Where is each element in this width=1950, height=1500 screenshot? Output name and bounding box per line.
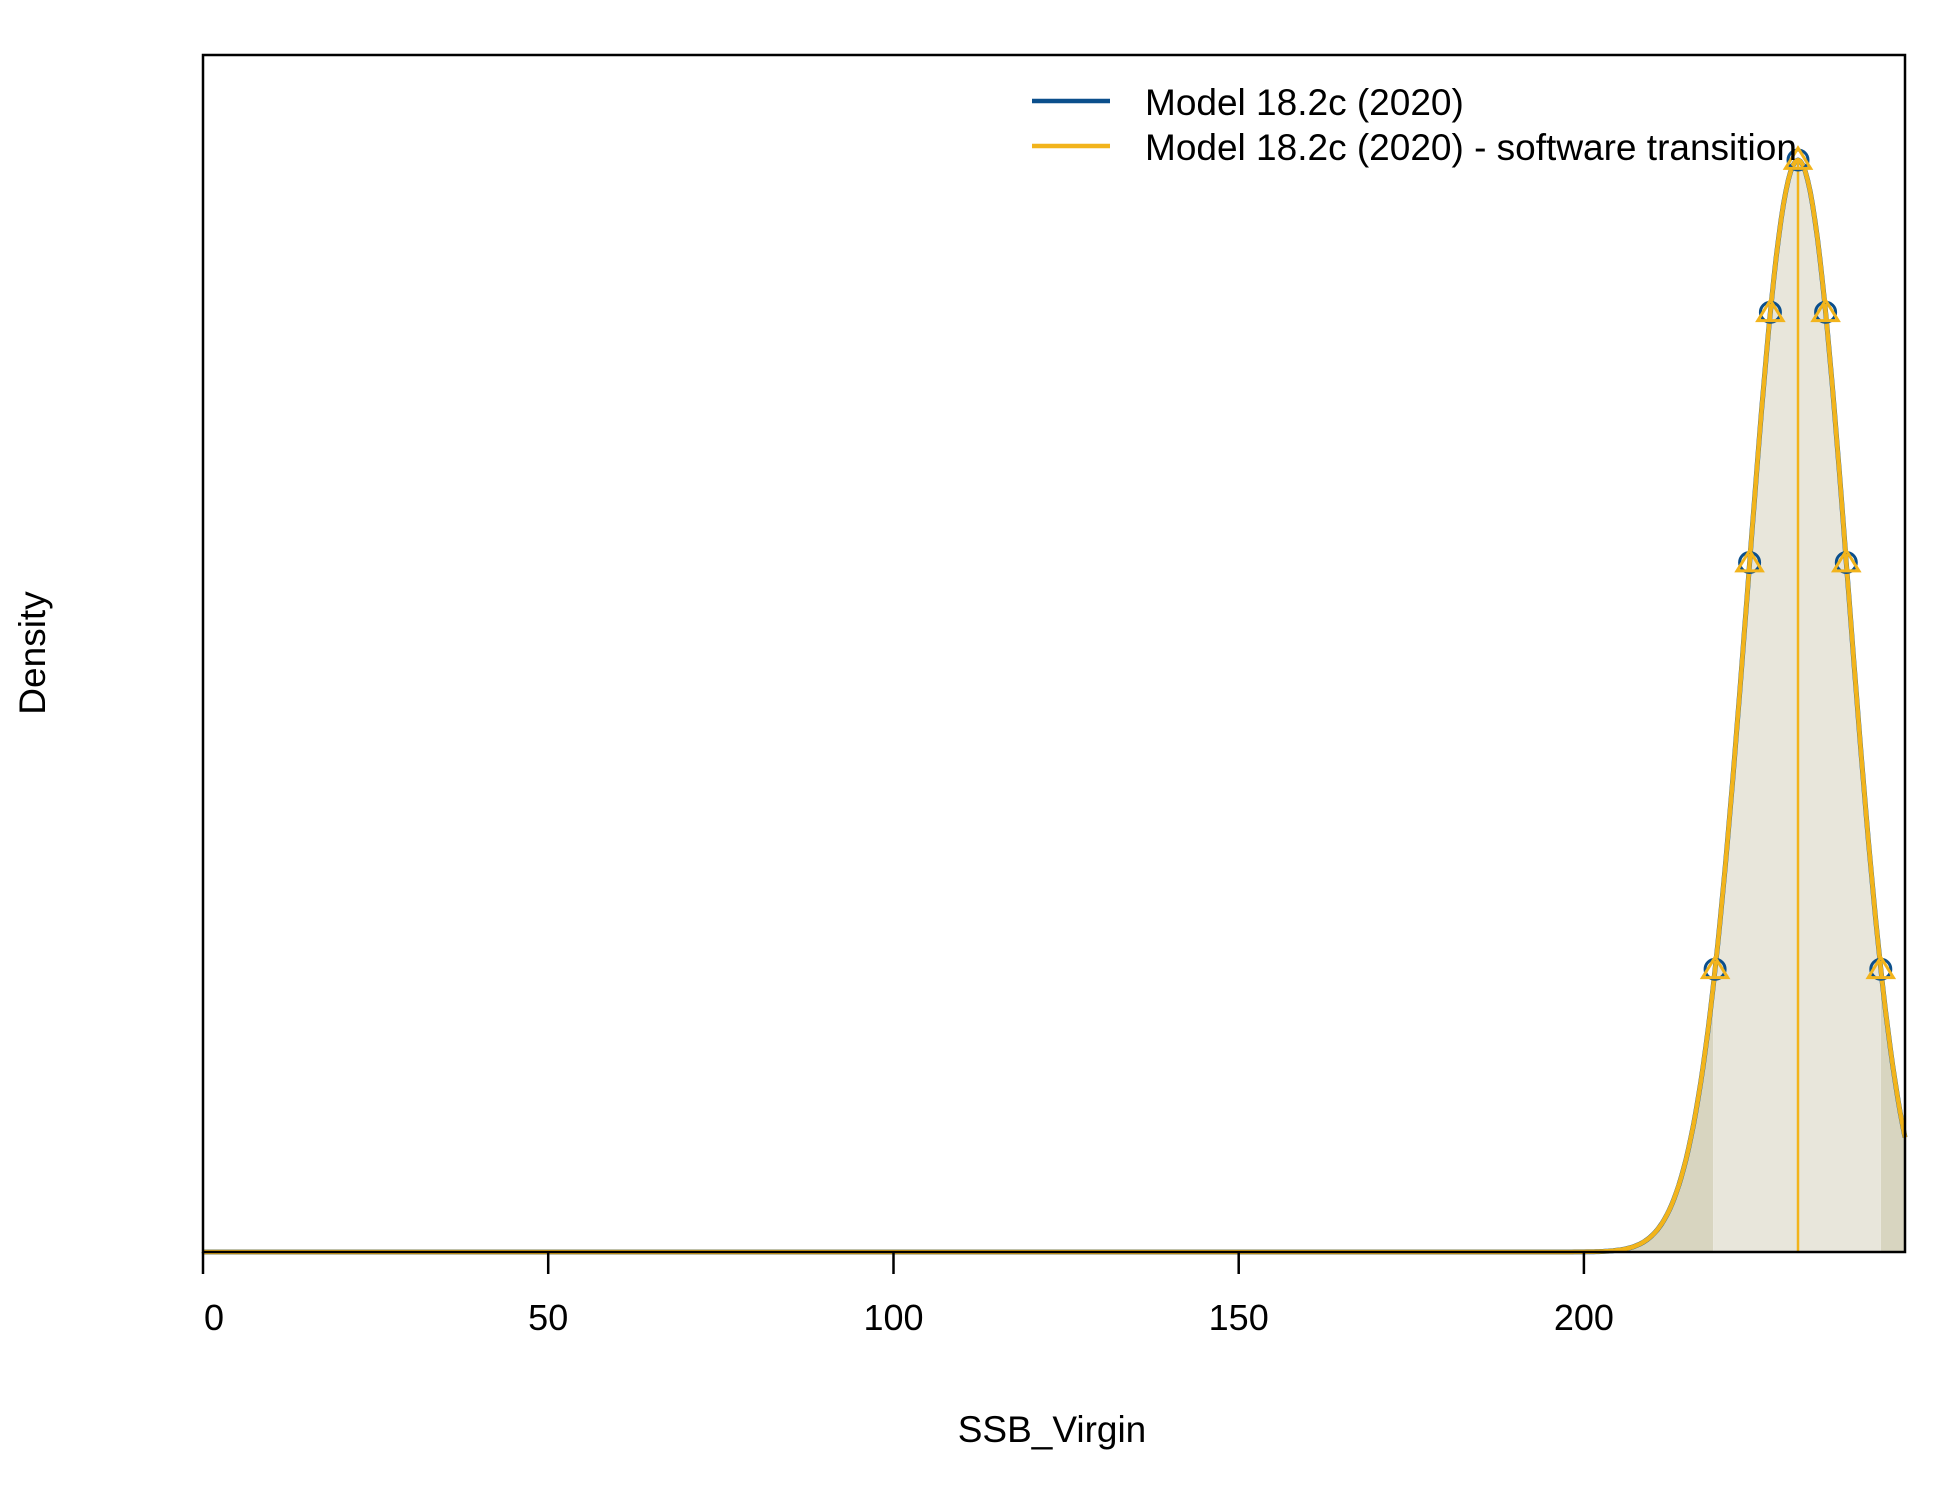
triangle-marker-6 [1865, 954, 1897, 980]
triangle-marker-1 [1734, 547, 1765, 573]
x-tick-label-50: 50 [528, 1297, 568, 1338]
density-lines [202, 157, 1908, 1255]
triangle-marker-4 [1810, 297, 1841, 323]
x-tick-label-150: 150 [1209, 1297, 1269, 1338]
x-tick-label-200: 200 [1554, 1297, 1614, 1338]
y-axis-label: Density [12, 591, 53, 715]
density-line-series-0 [202, 157, 1908, 1255]
triangle-marker-0 [1699, 954, 1731, 980]
plot-frame [201, 53, 1907, 1254]
density-line-series-1 [203, 157, 1908, 1255]
x-axis: 0 50 100 150 200 [201, 1252, 1614, 1338]
legend-label-model-18-2c: Model 18.2c (2020) [1145, 82, 1464, 123]
x-tick-label-100: 100 [863, 1297, 923, 1338]
legend: Model 18.2c (2020) Model 18.2c (2020) - … [1032, 82, 1797, 168]
x-axis-label: SSB_Virgin [958, 1409, 1147, 1450]
triangle-marker-2 [1755, 297, 1786, 323]
x-tick-label-0: 0 [204, 1297, 224, 1338]
legend-label-software-transition: Model 18.2c (2020) - software transition [1145, 127, 1797, 168]
density-markers [1699, 145, 1897, 981]
triangle-marker-5 [1831, 547, 1862, 573]
triangle-marker-3 [1782, 145, 1814, 170]
